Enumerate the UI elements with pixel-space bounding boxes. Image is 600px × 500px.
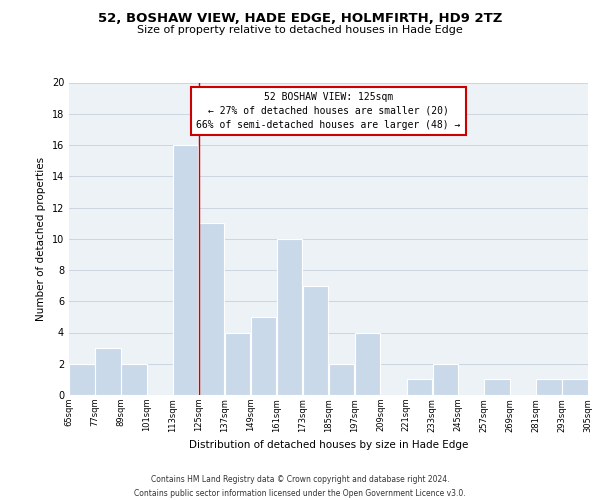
Text: 52, BOSHAW VIEW, HADE EDGE, HOLMFIRTH, HD9 2TZ: 52, BOSHAW VIEW, HADE EDGE, HOLMFIRTH, H… (98, 12, 502, 26)
Bar (173, 145, 199, 395)
Y-axis label: Number of detached properties: Number of detached properties (36, 156, 46, 321)
Bar (277, 239, 302, 395)
Bar (562, 380, 588, 395)
Bar (225, 332, 250, 395)
Bar (407, 380, 432, 395)
Bar (303, 286, 328, 395)
Text: 52 BOSHAW VIEW: 125sqm
← 27% of detached houses are smaller (20)
66% of semi-det: 52 BOSHAW VIEW: 125sqm ← 27% of detached… (196, 92, 461, 130)
Bar (433, 364, 458, 395)
Bar (199, 223, 224, 395)
Bar (484, 380, 510, 395)
Bar (251, 317, 277, 395)
Bar (95, 348, 121, 395)
Bar (536, 380, 562, 395)
Bar (355, 332, 380, 395)
Bar (69, 364, 95, 395)
X-axis label: Distribution of detached houses by size in Hade Edge: Distribution of detached houses by size … (189, 440, 468, 450)
Text: Contains HM Land Registry data © Crown copyright and database right 2024.
Contai: Contains HM Land Registry data © Crown c… (134, 476, 466, 498)
Bar (329, 364, 354, 395)
Bar (121, 364, 146, 395)
Text: Size of property relative to detached houses in Hade Edge: Size of property relative to detached ho… (137, 25, 463, 35)
